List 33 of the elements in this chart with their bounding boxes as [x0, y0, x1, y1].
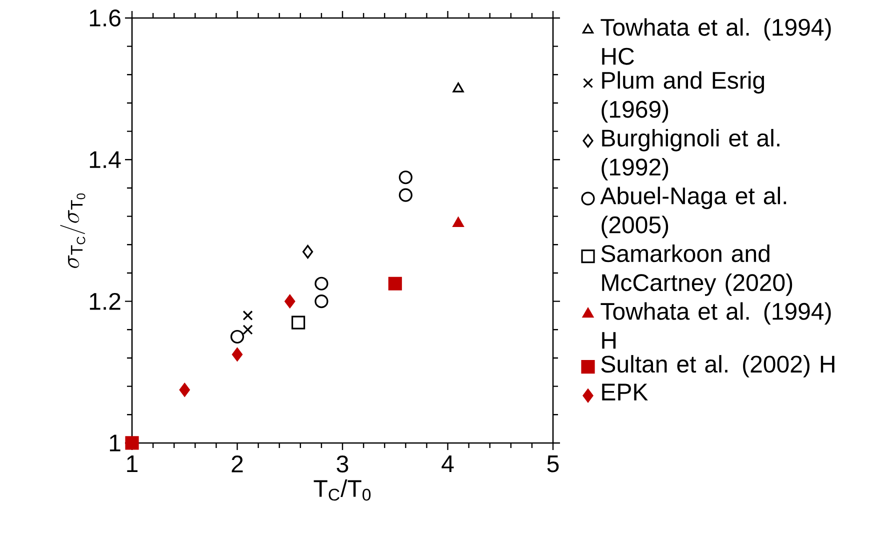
- x-tick-label: 1: [127, 456, 138, 472]
- legend-label: Towhata et al. (1994) HC: [600, 18, 831, 65]
- point: [398, 170, 412, 184]
- legend-label: Samarkoon and McCartney (2020): [601, 244, 792, 296]
- point: [452, 82, 464, 92]
- point: [125, 436, 139, 450]
- point: [452, 217, 464, 227]
- point: [242, 310, 253, 321]
- point: [388, 276, 402, 290]
- y-tick-label: 1.2: [90, 292, 120, 310]
- legend-label: EPK: [602, 384, 648, 400]
- legend-label: Towhata et al. (1994) H: [600, 302, 831, 349]
- legend-label: Abuel-Naga et al. (2005): [600, 186, 786, 238]
- x-tick-label: 3: [336, 456, 348, 473]
- point: [179, 383, 190, 397]
- point: [284, 294, 296, 308]
- legend-label: Burghignoli et al. (1992): [602, 128, 780, 180]
- x-tick-label: 5: [547, 456, 559, 472]
- point: [302, 244, 314, 259]
- legend-label: Plum and Esrig (1969): [602, 71, 764, 123]
- y-tick-label: 1.4: [90, 151, 121, 168]
- x-tick-label: 2: [232, 456, 243, 472]
- legend-label: Sultan et al. (2002) H: [601, 355, 834, 378]
- point: [314, 276, 328, 290]
- y-tick-label: 1.6: [90, 10, 120, 26]
- x-axis-title: T$_{C}$/T$_{0}$: [314, 479, 371, 501]
- point: [398, 188, 412, 202]
- point: [292, 316, 306, 330]
- point: [232, 348, 243, 362]
- x-tick-label: 4: [442, 456, 454, 472]
- y-axis-title: $\sigma_{\mathrm{T_C}}/\sigma_{\mathrm{T_0}}$: [60, 193, 86, 268]
- y-tick-label: 1: [110, 434, 120, 452]
- point: [314, 294, 328, 308]
